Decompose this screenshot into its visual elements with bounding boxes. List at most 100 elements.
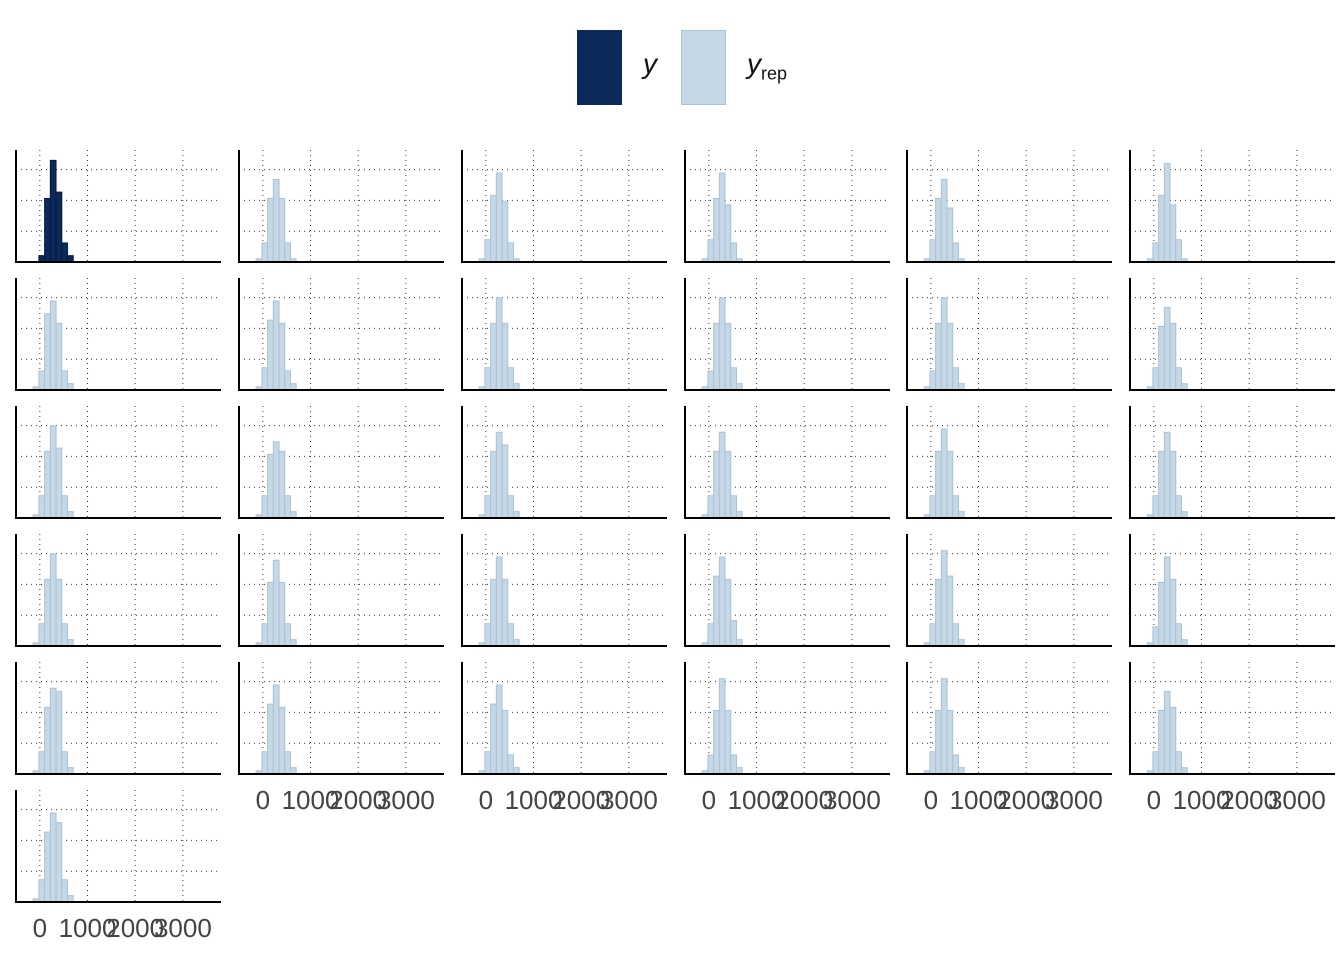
histogram-bar xyxy=(935,322,942,391)
histogram-bar xyxy=(55,690,63,775)
histogram-bar xyxy=(484,623,492,647)
panel xyxy=(15,406,221,519)
histogram-bar xyxy=(1158,325,1165,391)
histogram-bar xyxy=(730,754,737,775)
panel xyxy=(906,278,1112,391)
histogram-bar xyxy=(501,578,509,647)
histogram-bar xyxy=(1163,690,1171,775)
panel xyxy=(461,278,667,391)
panel xyxy=(461,406,667,519)
x-tick-label: 0 xyxy=(479,785,493,815)
histogram-bar xyxy=(1175,623,1182,647)
histogram-bar xyxy=(1152,367,1160,391)
histogram-bar xyxy=(38,623,46,647)
histogram-bar xyxy=(946,709,954,775)
histogram-bar xyxy=(713,197,720,263)
histogram-bar xyxy=(707,495,715,519)
histogram-bar xyxy=(284,370,291,391)
histogram-bar xyxy=(707,623,715,647)
histogram-bar xyxy=(707,754,715,775)
histogram-bar xyxy=(49,300,57,391)
histogram-bar xyxy=(38,495,46,519)
histogram-bar xyxy=(61,623,68,647)
histogram-bar xyxy=(38,751,46,775)
histogram-bar xyxy=(61,879,68,903)
histogram-bar xyxy=(929,623,937,647)
panel xyxy=(684,406,890,519)
histogram-bar xyxy=(49,159,57,263)
x-tick-label: 1000 xyxy=(728,785,786,815)
histogram-bar xyxy=(1152,626,1160,647)
legend-label-yrep: yrep xyxy=(747,48,788,84)
panel xyxy=(238,534,444,647)
histogram-bar xyxy=(718,431,726,519)
x-tick-label: 1000 xyxy=(1173,785,1231,815)
histogram-bar xyxy=(278,581,286,647)
histogram-bar xyxy=(55,822,63,903)
histogram-bar xyxy=(940,550,948,647)
histogram-bar xyxy=(940,178,948,263)
histogram-bar xyxy=(724,322,732,391)
x-tick-label: 3000 xyxy=(600,785,658,815)
histogram-bar xyxy=(267,703,274,775)
panel xyxy=(15,278,221,391)
histogram-bar xyxy=(724,204,732,263)
x-tick-label: 2000 xyxy=(997,785,1055,815)
histogram-bar xyxy=(718,172,726,263)
panel xyxy=(1129,278,1335,391)
histogram-bar xyxy=(61,751,68,775)
histogram-bar xyxy=(724,709,732,775)
histogram-bar xyxy=(929,239,937,263)
histogram-bar xyxy=(946,322,954,391)
histogram-bar xyxy=(484,367,492,391)
panel xyxy=(238,406,444,519)
histogram-bar xyxy=(507,623,514,647)
x-tick-label: 2000 xyxy=(552,785,610,815)
histogram-bar xyxy=(718,556,726,647)
x-tick-label: 3000 xyxy=(377,785,435,815)
x-tick-label: 1000 xyxy=(950,785,1008,815)
histogram-bar xyxy=(278,706,286,775)
panel xyxy=(906,150,1112,263)
x-tick-label: 0 xyxy=(1147,785,1161,815)
histogram-bar xyxy=(267,319,274,391)
histogram-bar xyxy=(261,495,269,519)
legend-label-y: y xyxy=(643,48,657,79)
histogram-bar xyxy=(490,578,497,647)
histogram-bar xyxy=(713,450,720,519)
histogram-bar xyxy=(940,678,948,775)
histogram-bar xyxy=(261,751,269,775)
panel xyxy=(684,150,890,263)
histogram-bar xyxy=(495,556,503,647)
histogram-bar xyxy=(713,322,720,391)
legend-swatch-yrep xyxy=(681,30,726,105)
histogram-bar xyxy=(1169,322,1177,391)
histogram-bar xyxy=(713,709,720,775)
histogram-bar xyxy=(1169,578,1177,647)
histogram-bar xyxy=(929,751,937,775)
panel xyxy=(15,534,221,647)
panel xyxy=(1129,534,1335,647)
histogram-bar xyxy=(38,370,46,391)
panel xyxy=(1129,406,1335,519)
histogram-bar xyxy=(935,450,942,519)
histogram-bar xyxy=(952,754,959,775)
histogram-bar xyxy=(261,623,269,647)
histogram-bar xyxy=(929,495,937,519)
histogram-bar xyxy=(490,322,497,391)
histogram-bar xyxy=(267,581,274,647)
histogram-bar xyxy=(261,242,269,263)
panel xyxy=(906,534,1112,647)
panel xyxy=(15,662,221,775)
legend-swatch-y xyxy=(577,30,622,105)
histogram-bar xyxy=(272,441,280,519)
histogram-bar xyxy=(272,684,280,775)
histogram-bar xyxy=(49,425,57,519)
histogram-bar xyxy=(44,450,51,519)
histogram-bar xyxy=(952,367,959,391)
histogram-bar xyxy=(61,370,68,391)
